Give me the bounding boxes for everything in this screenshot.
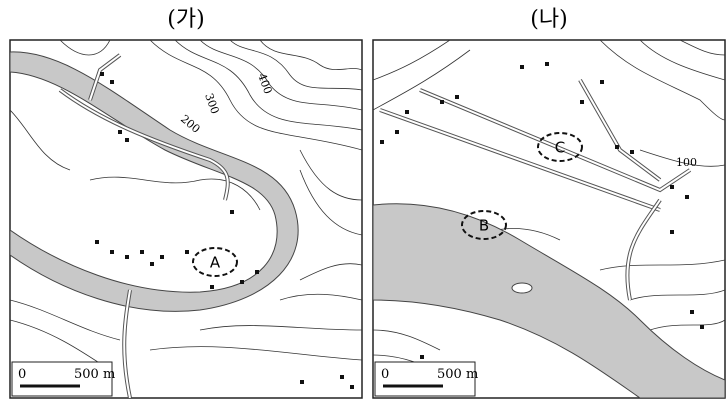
map-panel: A 200 300 400 0 500 m: [9, 39, 363, 399]
houses: [95, 72, 354, 389]
contours: [10, 40, 362, 371]
scale-zero: 0: [18, 367, 26, 382]
panel-title: (나): [530, 7, 567, 32]
scale-distance: 500 m: [437, 367, 478, 382]
area-label: C: [555, 139, 565, 157]
map-panel: B C 100 0 500 m: [372, 39, 726, 399]
area-label: B: [479, 217, 489, 235]
scale-distance: 500 m: [74, 367, 115, 382]
panel-title: (가): [167, 7, 204, 32]
contours: [373, 40, 725, 381]
contour-label: 100: [676, 156, 697, 169]
river: [373, 203, 725, 398]
river: [10, 51, 299, 312]
area-label: A: [210, 254, 221, 272]
scale-zero: 0: [381, 367, 389, 382]
